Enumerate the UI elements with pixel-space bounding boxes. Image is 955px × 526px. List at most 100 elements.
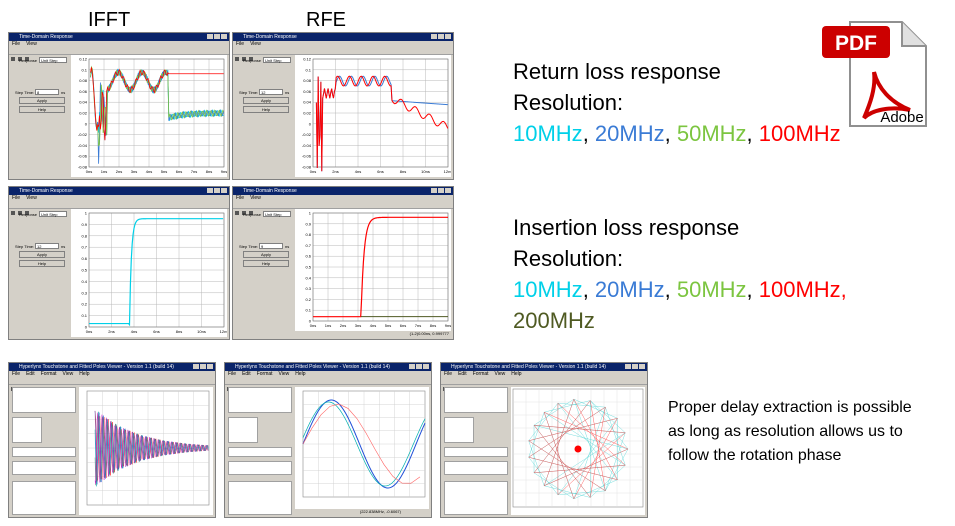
file-list-panel[interactable] bbox=[444, 387, 508, 413]
menu-help[interactable]: Help bbox=[79, 371, 90, 377]
help-button[interactable]: Help bbox=[243, 106, 289, 113]
display-select[interactable] bbox=[228, 447, 292, 457]
star-edge bbox=[590, 400, 626, 433]
response-select[interactable]: Unit Step bbox=[263, 57, 291, 63]
step-time-input[interactable]: 12 bbox=[259, 89, 283, 95]
close-button[interactable] bbox=[445, 188, 451, 193]
x-tick-label: 8ns bbox=[176, 329, 182, 334]
menu-edit[interactable]: Edit bbox=[242, 371, 251, 377]
menu-view[interactable]: View bbox=[250, 195, 261, 201]
menu-view[interactable]: View bbox=[494, 371, 506, 377]
minimize-button[interactable] bbox=[409, 364, 415, 369]
maximize-button[interactable] bbox=[438, 34, 444, 39]
apply-button[interactable]: Apply bbox=[243, 97, 289, 104]
maximize-button[interactable] bbox=[214, 188, 220, 193]
separator: , bbox=[664, 121, 677, 146]
star-edge bbox=[544, 485, 591, 498]
menu-file[interactable]: File bbox=[228, 371, 237, 377]
close-button[interactable] bbox=[445, 34, 451, 39]
save-icon[interactable] bbox=[235, 211, 239, 215]
maximize-button[interactable] bbox=[416, 364, 422, 369]
minimize-button[interactable] bbox=[207, 34, 213, 39]
step-time-input[interactable]: 8 bbox=[35, 89, 59, 95]
zoom-icon[interactable] bbox=[249, 57, 253, 61]
close-button[interactable] bbox=[423, 364, 429, 369]
menu-file[interactable]: File bbox=[236, 41, 245, 47]
apply-button[interactable]: Apply bbox=[19, 251, 65, 258]
menu-format[interactable]: Format bbox=[40, 371, 57, 377]
menu-edit[interactable]: Edit bbox=[458, 371, 467, 377]
maximize-button[interactable] bbox=[438, 188, 444, 193]
file-list-panel[interactable] bbox=[12, 387, 76, 413]
response-select[interactable]: Unit Step bbox=[39, 211, 67, 217]
y-tick-label: 0.12 bbox=[303, 57, 312, 62]
y-tick-label: -0.08 bbox=[78, 165, 88, 170]
menu-edit[interactable]: Edit bbox=[26, 371, 35, 377]
step-time-label: Step Time: bbox=[239, 244, 259, 249]
response-select[interactable]: Unit Step bbox=[39, 57, 67, 63]
zoom-icon[interactable] bbox=[25, 57, 29, 61]
close-button[interactable] bbox=[221, 188, 227, 193]
minimize-button[interactable] bbox=[431, 34, 437, 39]
file-list-panel[interactable] bbox=[228, 387, 292, 413]
menu-view[interactable]: View bbox=[26, 195, 37, 201]
y-tick-label: 0.2 bbox=[305, 297, 311, 302]
unit-label: ns bbox=[61, 244, 66, 249]
pdf-file-icon[interactable]: PDF Adobe bbox=[820, 18, 930, 130]
save-icon[interactable] bbox=[11, 57, 15, 61]
y-tick-label: 0.08 bbox=[79, 78, 88, 83]
help-button[interactable]: Help bbox=[19, 260, 65, 267]
display-select[interactable] bbox=[444, 447, 508, 457]
menu-help[interactable]: Help bbox=[511, 371, 522, 377]
port-matrix-panel[interactable] bbox=[12, 417, 42, 443]
help-button[interactable]: Help bbox=[19, 106, 65, 113]
zoom-icon[interactable] bbox=[249, 211, 253, 215]
step-time-input[interactable]: 12 bbox=[35, 243, 59, 249]
y-tick-label: 0.7 bbox=[305, 243, 311, 248]
menu-view[interactable]: View bbox=[26, 41, 37, 47]
freq-range-panel[interactable] bbox=[228, 461, 292, 475]
print-icon[interactable] bbox=[242, 57, 246, 61]
apply-button[interactable]: Apply bbox=[243, 251, 289, 258]
freq-range-panel[interactable] bbox=[444, 461, 508, 475]
freq-range-panel[interactable] bbox=[12, 461, 76, 475]
save-icon[interactable] bbox=[11, 211, 15, 215]
menu-view[interactable]: View bbox=[62, 371, 74, 377]
minimize-button[interactable] bbox=[207, 188, 213, 193]
menu-format[interactable]: Format bbox=[472, 371, 489, 377]
port-matrix-panel[interactable] bbox=[228, 417, 258, 443]
minimize-button[interactable] bbox=[431, 188, 437, 193]
menu-file[interactable]: File bbox=[12, 195, 21, 201]
zoom-icon[interactable] bbox=[25, 211, 29, 215]
menu-help[interactable]: Help bbox=[295, 371, 306, 377]
display-select[interactable] bbox=[12, 447, 76, 457]
apply-button[interactable]: Apply bbox=[19, 97, 65, 104]
menu-view[interactable]: View bbox=[278, 371, 290, 377]
menu-view[interactable]: View bbox=[250, 41, 261, 47]
step-time-input[interactable]: 9 bbox=[259, 243, 283, 249]
help-button[interactable]: Help bbox=[243, 260, 289, 267]
save-icon[interactable] bbox=[235, 57, 239, 61]
maximize-button[interactable] bbox=[632, 364, 638, 369]
minimize-button[interactable] bbox=[193, 364, 199, 369]
response-select[interactable]: Unit Step bbox=[263, 211, 291, 217]
close-button[interactable] bbox=[221, 34, 227, 39]
minimize-button[interactable] bbox=[625, 364, 631, 369]
star-edge bbox=[533, 399, 574, 426]
maximize-button[interactable] bbox=[214, 34, 220, 39]
star-edge bbox=[557, 403, 618, 480]
menu-file[interactable]: File bbox=[12, 371, 21, 377]
menu-format[interactable]: Format bbox=[256, 371, 273, 377]
print-icon[interactable] bbox=[18, 57, 22, 61]
window-titlebar: Time-Domain Response bbox=[9, 33, 229, 41]
print-icon[interactable] bbox=[242, 211, 246, 215]
close-button[interactable] bbox=[207, 364, 213, 369]
menu-file[interactable]: File bbox=[236, 195, 245, 201]
port-matrix-panel[interactable] bbox=[444, 417, 474, 443]
menu-file[interactable]: File bbox=[444, 371, 453, 377]
resolution-value: 10MHz bbox=[513, 121, 583, 146]
maximize-button[interactable] bbox=[200, 364, 206, 369]
print-icon[interactable] bbox=[18, 211, 22, 215]
close-button[interactable] bbox=[639, 364, 645, 369]
menu-file[interactable]: File bbox=[12, 41, 21, 47]
